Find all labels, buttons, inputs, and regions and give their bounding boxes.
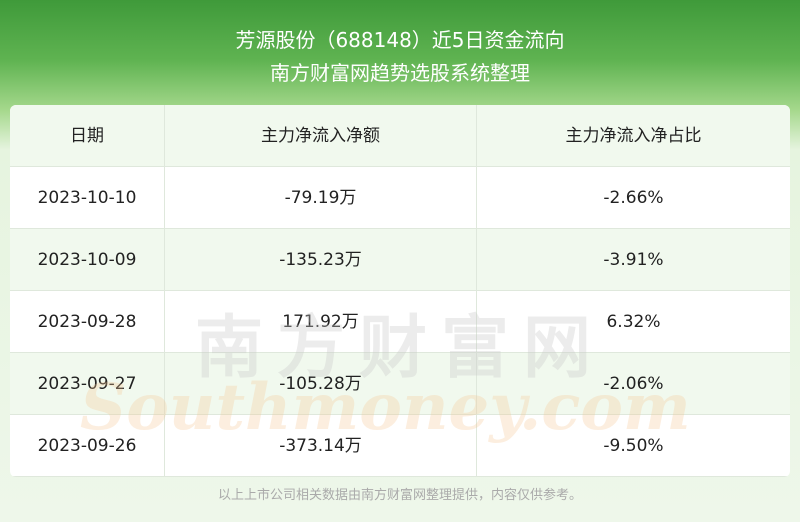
table-row: 2023-10-10 -79.19万 -2.66% <box>10 167 790 229</box>
table-cell: 2023-10-10 <box>10 167 165 229</box>
table-cell: 6.32% <box>606 312 661 332</box>
header-cell: 主力净流入净额 <box>165 105 477 167</box>
table-row: 2023-09-27 -105.28万 -2.06% <box>10 353 790 415</box>
header-cell: 主力净流入净占比 <box>565 126 702 146</box>
table-cell: -79.19万 <box>165 167 477 229</box>
table-cell: -2.66% <box>603 188 664 208</box>
table-cell: -373.14万 <box>165 415 477 477</box>
table-cell: 2023-09-26 <box>10 415 165 477</box>
table-row: 2023-10-09 -135.23万 -3.91% <box>10 229 790 291</box>
table: 日期 主力净流入净额 主力净流入净占比 2023-10-10 -79.19万 -2.… <box>10 105 790 477</box>
subtitle: 南方财富网趋势选股系统整理 <box>270 61 530 85</box>
title: 芳源股份（688148）近5日资金流向 <box>235 28 565 52</box>
table-cell: -9.50% <box>603 436 664 456</box>
table-cell: 2023-09-28 <box>10 291 165 353</box>
table-cell: -135.23万 <box>165 229 477 291</box>
footer: 以上上市公司相关数据由南方财富网整理提供，内容仅供参考。 <box>217 488 582 503</box>
table-row: 2023-09-28 171.92万 6.32% <box>10 291 790 353</box>
table-cell: -3.91% <box>603 250 664 270</box>
header-cell: 日期 <box>10 105 165 167</box>
table-cell: -2.06% <box>603 374 664 394</box>
table-cell: -105.28万 <box>165 353 477 415</box>
table-cell: 171.92万 <box>165 291 477 353</box>
table-cell: 2023-09-27 <box>10 353 165 415</box>
table-row: 2023-09-26 -373.14万 -9.50% <box>10 415 790 477</box>
table-cell: 2023-10-09 <box>10 229 165 291</box>
header-row: 日期 主力净流入净额 主力净流入净占比 <box>10 105 790 167</box>
